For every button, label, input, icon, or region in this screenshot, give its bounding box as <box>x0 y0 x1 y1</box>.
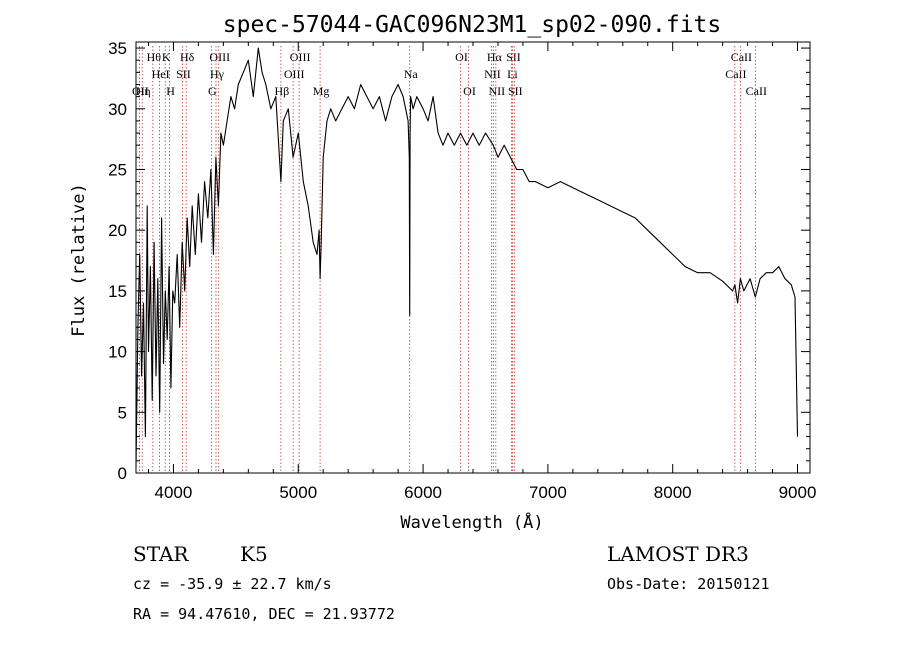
spectral-line-label: NII <box>484 67 501 81</box>
spectrum-series-line <box>135 47 799 467</box>
spectral-line-label: Mg <box>313 84 330 98</box>
spectral-line-label: CaII <box>731 50 752 64</box>
spectral-line-label: Na <box>404 67 419 81</box>
spectral-subclass: K5 <box>240 542 268 566</box>
x-tick-label: 4000 <box>155 483 193 502</box>
spectral-line-label: OIII <box>209 50 230 64</box>
y-tick-label: 10 <box>108 343 127 362</box>
y-tick-label: 25 <box>108 160 127 179</box>
spectral-line-label: CaII <box>725 67 746 81</box>
y-tick-label: 35 <box>108 39 127 58</box>
spectral-line-label: Hδ <box>180 50 195 64</box>
x-axis-ticks: 4000 5000 6000 7000 8000 9000 <box>147 42 817 502</box>
x-tick-label: 8000 <box>654 483 692 502</box>
chart-title: spec-57044-GAC096N23M1_sp02-090.fits <box>223 12 722 38</box>
spectral-line-label: SII <box>506 50 521 64</box>
y-tick-label: 20 <box>108 221 127 240</box>
spectral-line-label: K <box>162 50 171 64</box>
y-tick-label: 30 <box>108 100 127 119</box>
x-tick-label: 5000 <box>279 483 317 502</box>
spectral-line-label: G <box>208 84 217 98</box>
spectral-line-markers: OIIHηHθHeIKHSIIHδGHγOIIIHβOIIIOIIIMgNaOI… <box>132 46 767 473</box>
spectral-line-label: H <box>166 84 175 98</box>
x-tick-label: 6000 <box>404 483 442 502</box>
x-axis-label: Wavelength (Å) <box>400 511 543 533</box>
observation-date: Obs-Date: 20150121 <box>607 575 770 593</box>
spectral-line-label: SII <box>176 67 191 81</box>
x-tick-label: 7000 <box>529 483 567 502</box>
spectral-line-label: Hη <box>136 84 151 98</box>
spectral-line-label: NII <box>489 84 506 98</box>
spectral-line-label: Hβ <box>275 84 290 98</box>
spectral-line-label: Hα <box>487 50 503 64</box>
y-tick-label: 15 <box>108 282 127 301</box>
spectral-line-label: CaII <box>746 84 767 98</box>
coordinates: RA = 94.47610, DEC = 21.93772 <box>133 605 395 623</box>
spectral-line-label: OIII <box>284 67 305 81</box>
spectral-line-label: HeI <box>152 67 170 81</box>
spectral-line-label: Hγ <box>210 67 225 81</box>
redshift-info: cz = -35.9 ± 22.7 km/s <box>133 575 332 593</box>
spectral-line-label: SII <box>508 84 523 98</box>
y-tick-label: 0 <box>118 464 127 483</box>
x-tick-label: 9000 <box>779 483 817 502</box>
y-axis-label: Flux (relative) <box>69 183 89 337</box>
survey-name: LAMOST DR3 <box>607 542 749 566</box>
y-axis-ticks: 0 5 10 15 20 25 30 35 <box>108 39 810 483</box>
spectral-line-label: OI <box>455 50 468 64</box>
spectral-line-label: OI <box>463 84 476 98</box>
plot-frame <box>135 41 811 474</box>
object-class: STAR <box>133 542 189 566</box>
y-tick-label: 5 <box>118 403 127 422</box>
spectral-line-label: Hθ <box>147 50 162 64</box>
spectral-line-label: OIII <box>290 50 311 64</box>
